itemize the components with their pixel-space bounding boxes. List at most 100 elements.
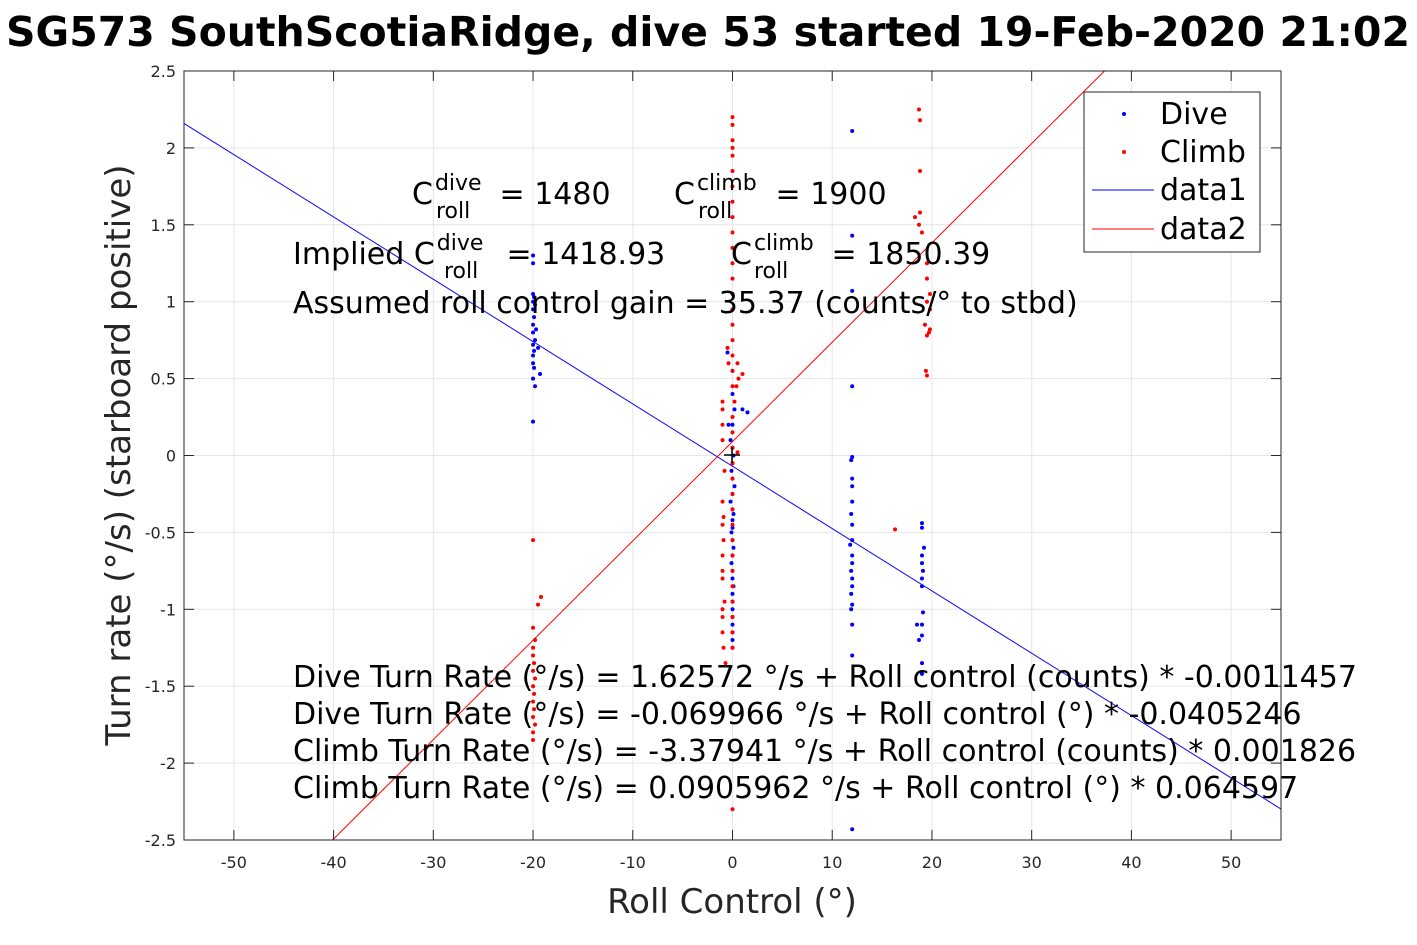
climb-point <box>730 245 735 250</box>
climb-point <box>730 115 735 120</box>
dive-point <box>850 584 855 589</box>
dive-point <box>531 307 536 312</box>
climb-point <box>730 322 735 327</box>
dive-point <box>919 576 924 581</box>
dive-point <box>730 607 735 612</box>
y-tick-label: 0 <box>166 447 176 466</box>
scatter-points <box>531 107 932 832</box>
implied-dive-annotation: Implied Cdive roll = 1418.93 <box>293 231 665 284</box>
climb-point <box>725 345 730 350</box>
climb-point <box>721 645 726 650</box>
dive-point <box>850 561 855 566</box>
climb-point <box>927 307 932 312</box>
climb-point <box>721 515 726 520</box>
dive-point <box>730 422 735 427</box>
dive-point <box>850 576 855 581</box>
climb-point <box>720 522 725 527</box>
dive-point <box>725 350 730 355</box>
climb-point <box>720 614 725 619</box>
climb-point <box>531 653 536 658</box>
climb-point <box>531 645 536 650</box>
dive-point <box>849 458 854 463</box>
climb-point <box>533 676 538 681</box>
climb-point <box>924 276 929 281</box>
dive-point <box>531 292 536 297</box>
y-tick-label: -2 <box>160 754 176 773</box>
climb-point <box>730 292 735 297</box>
fit-line-data2 <box>331 71 1106 840</box>
dive-point <box>538 371 543 376</box>
climb-point <box>730 368 735 373</box>
dive-point <box>919 525 924 530</box>
climb-point <box>917 118 922 123</box>
climb-point <box>730 491 735 496</box>
climb-point <box>720 568 725 573</box>
dive-point <box>919 622 924 627</box>
dive-point <box>850 653 855 658</box>
climb-point <box>730 645 735 650</box>
y-tick-label: 0.5 <box>151 370 176 389</box>
dive-point <box>532 348 537 353</box>
legend-marker-climb <box>1122 150 1126 154</box>
x-tick-label: -40 <box>321 853 347 872</box>
climb-point <box>722 599 727 604</box>
dive-point <box>533 338 538 343</box>
climb-point <box>913 215 918 220</box>
climb-point <box>917 168 922 173</box>
dive-point <box>919 661 924 666</box>
y-tick-label: -2.5 <box>145 831 176 850</box>
dive-point <box>850 622 855 627</box>
dive-point <box>531 299 536 304</box>
climb-point <box>730 614 735 619</box>
climb-point <box>919 230 924 235</box>
climb-point <box>730 138 735 143</box>
climb-point <box>924 333 929 338</box>
climb-point <box>730 153 735 158</box>
dive-point <box>730 525 735 530</box>
climb-point <box>532 691 537 696</box>
axis-ticks <box>184 70 1281 841</box>
climb-point <box>730 538 735 543</box>
climb-point <box>730 507 735 512</box>
dive-point <box>916 638 921 643</box>
dive-point <box>730 622 735 627</box>
dive-point <box>531 261 536 266</box>
climb-point <box>533 722 538 727</box>
climb-point <box>926 330 931 335</box>
climb-point <box>531 730 536 735</box>
dive-point <box>731 511 736 516</box>
x-tick-label: 0 <box>727 853 737 872</box>
climb-point <box>730 584 735 589</box>
dive-point <box>532 295 537 300</box>
dive-point <box>921 545 926 550</box>
x-tick-label: -50 <box>221 853 247 872</box>
climb-point <box>531 684 536 689</box>
fit-lines <box>184 71 1281 840</box>
climb-point <box>924 373 929 378</box>
climb-point <box>730 307 735 312</box>
climb-point <box>736 376 741 381</box>
dive-point <box>531 419 536 424</box>
dive-point <box>849 607 854 612</box>
climb-point <box>927 327 932 332</box>
dive-point <box>850 538 855 543</box>
y-tick-label: 2.5 <box>151 62 176 81</box>
y-tick-label: -0.5 <box>145 523 176 542</box>
legend-box <box>1083 91 1261 253</box>
y-tick-label: -1 <box>160 600 176 619</box>
climb-point <box>533 638 538 643</box>
dive-point <box>849 591 854 596</box>
dive-point <box>849 568 854 573</box>
origin-cross <box>724 447 740 463</box>
climb-point <box>730 807 735 812</box>
climb-point <box>720 576 725 581</box>
y-axis-label: Turn rate (°/s) (starboard positive) <box>99 164 139 746</box>
fit-line-data1 <box>184 123 1281 810</box>
y-tick-label: 2 <box>166 139 176 158</box>
climb-point <box>532 707 537 712</box>
equation-dive-degrees: Dive Turn Rate (°/s) = -0.069966 °/s + R… <box>293 697 1302 732</box>
climb-point <box>531 668 536 673</box>
dive-point <box>919 521 924 526</box>
y-tick-label: -1.5 <box>145 677 176 696</box>
